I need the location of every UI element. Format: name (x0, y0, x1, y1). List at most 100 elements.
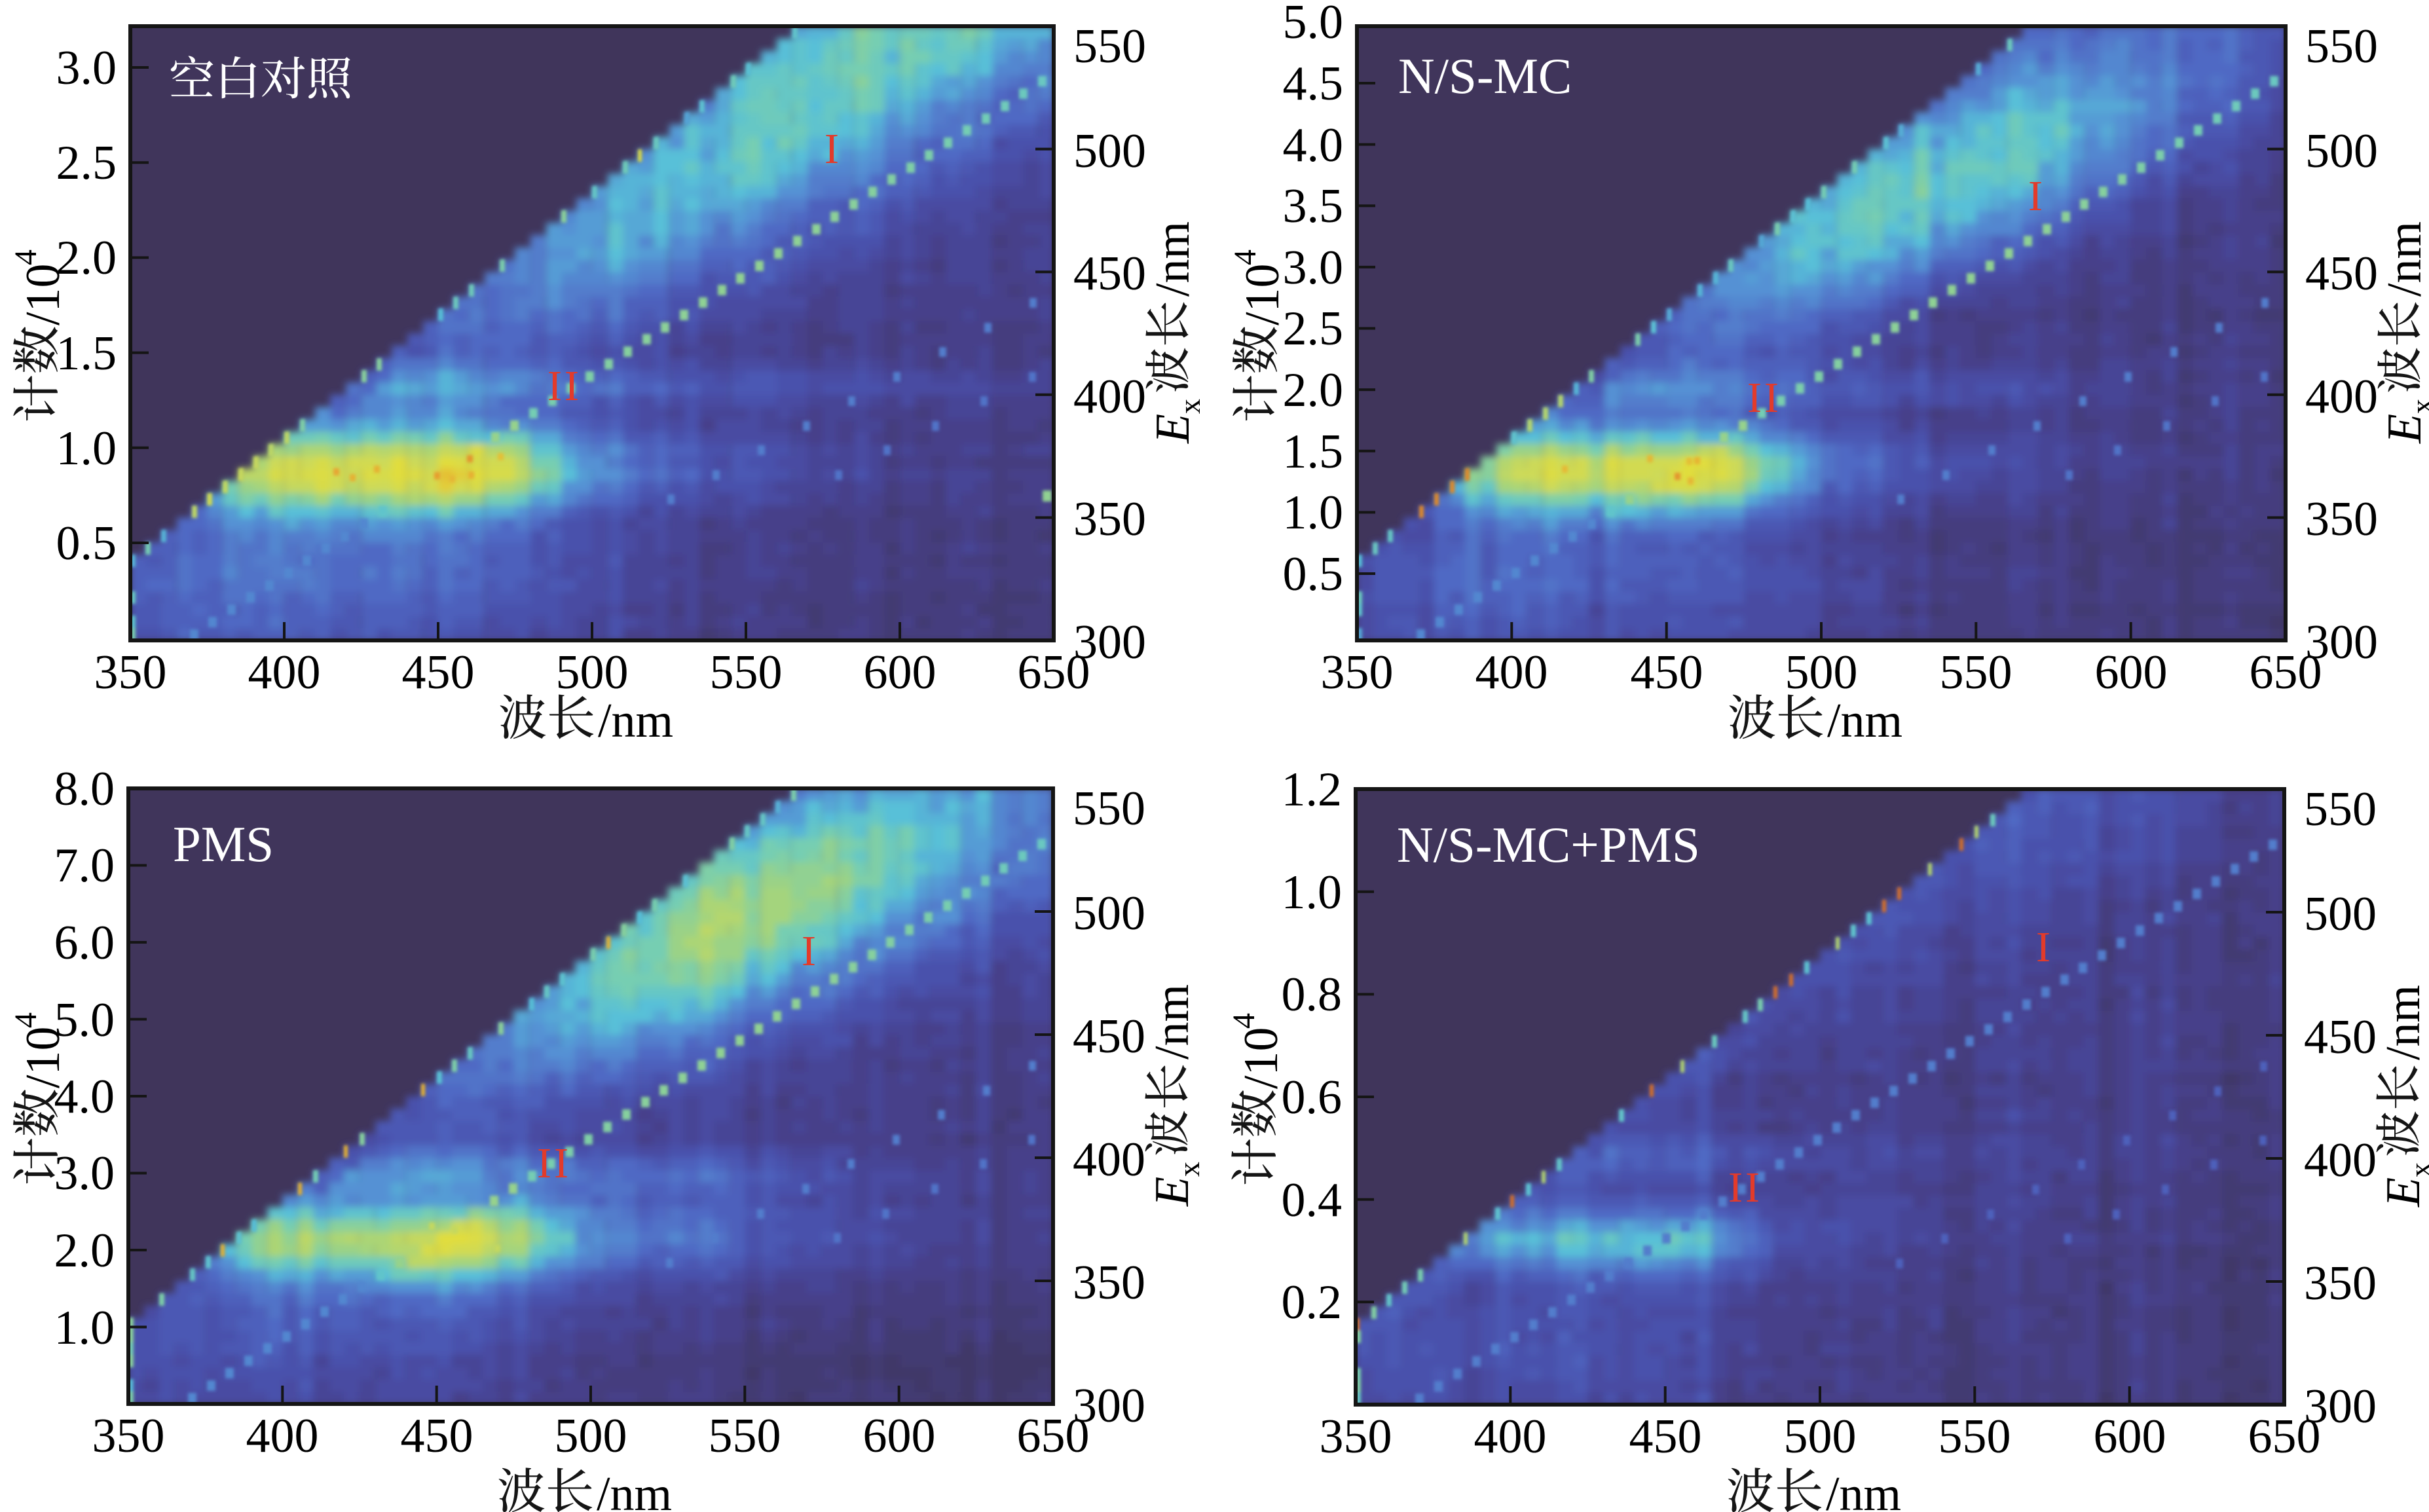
svg-text:I: I (802, 927, 816, 975)
svg-text:350: 350 (2304, 1257, 2377, 1310)
svg-text:II: II (1747, 374, 1781, 422)
svg-text:600: 600 (2095, 646, 2168, 699)
svg-text:3.5: 3.5 (1283, 179, 1344, 233)
svg-text:II: II (547, 362, 582, 410)
svg-text:/nm: /nm (2377, 985, 2429, 1060)
svg-text:0.8: 0.8 (1282, 968, 1343, 1022)
svg-text:/nm: /nm (597, 1467, 672, 1512)
svg-text:400: 400 (248, 646, 321, 699)
svg-text:x: x (1173, 399, 1206, 414)
svg-text:/10: /10 (1234, 1027, 1288, 1089)
svg-text:600: 600 (863, 1409, 936, 1463)
svg-text:400: 400 (2304, 1134, 2377, 1187)
svg-text:300: 300 (1073, 616, 1146, 669)
svg-text:4: 4 (9, 1012, 43, 1028)
svg-text:4: 4 (9, 249, 43, 265)
svg-text:2.0: 2.0 (1283, 363, 1344, 417)
svg-text:550: 550 (1938, 1410, 2011, 1464)
svg-text:500: 500 (2304, 887, 2377, 941)
svg-text:1.0: 1.0 (1282, 866, 1343, 919)
svg-text:/nm: /nm (1827, 694, 1902, 748)
svg-text:I: I (2036, 923, 2050, 971)
svg-text:350: 350 (1321, 646, 1394, 699)
svg-text:600: 600 (2094, 1410, 2166, 1464)
svg-text:1.0: 1.0 (54, 1301, 115, 1355)
svg-text:400: 400 (1474, 1410, 1547, 1464)
svg-text:300: 300 (2304, 1380, 2377, 1433)
svg-text:650: 650 (2250, 646, 2322, 699)
svg-text:0.2: 0.2 (1282, 1276, 1343, 1329)
svg-text:350: 350 (1073, 492, 1146, 546)
svg-text:350: 350 (2305, 492, 2378, 546)
svg-text:/nm: /nm (598, 694, 673, 748)
svg-text:650: 650 (1018, 646, 1090, 699)
svg-text:450: 450 (1073, 247, 1146, 301)
svg-text:2.0: 2.0 (54, 1224, 115, 1278)
svg-text:650: 650 (1017, 1409, 1090, 1463)
svg-text:350: 350 (1320, 1410, 1392, 1464)
svg-text:5.0: 5.0 (54, 993, 115, 1047)
svg-text:x: x (2405, 399, 2429, 414)
svg-text:500: 500 (1073, 887, 1145, 940)
svg-text:550: 550 (710, 646, 783, 699)
svg-text:2.0: 2.0 (56, 231, 117, 285)
svg-text:400: 400 (1073, 1133, 1145, 1187)
svg-text:400: 400 (2305, 370, 2378, 424)
svg-text:8.0: 8.0 (54, 762, 115, 816)
svg-text:550: 550 (2304, 783, 2377, 836)
svg-text:500: 500 (1785, 646, 1858, 699)
svg-text:4.0: 4.0 (54, 1070, 115, 1124)
svg-text:550: 550 (1940, 646, 2012, 699)
svg-text:0.5: 0.5 (1283, 547, 1344, 601)
svg-text:650: 650 (2248, 1410, 2321, 1464)
svg-text:E: E (1145, 1177, 1199, 1207)
svg-text:1.2: 1.2 (1282, 763, 1343, 817)
svg-text:1.5: 1.5 (1283, 425, 1344, 479)
svg-text:350: 350 (92, 1409, 165, 1463)
svg-text:2.5: 2.5 (56, 136, 117, 190)
svg-text:II: II (537, 1139, 571, 1187)
svg-text:500: 500 (555, 1409, 627, 1463)
svg-text:2.5: 2.5 (1283, 302, 1344, 356)
svg-text:500: 500 (1073, 124, 1146, 178)
svg-text:300: 300 (2305, 616, 2378, 669)
svg-text:/10: /10 (16, 1026, 70, 1088)
svg-text:550: 550 (2305, 20, 2378, 73)
svg-text:600: 600 (864, 646, 936, 699)
svg-text:I: I (2028, 172, 2043, 220)
svg-text:500: 500 (1784, 1410, 1857, 1464)
svg-text:350: 350 (94, 646, 167, 699)
svg-text:450: 450 (1631, 646, 1703, 699)
svg-text:550: 550 (709, 1409, 781, 1463)
svg-text:300: 300 (1073, 1379, 1145, 1433)
svg-text:550: 550 (1073, 20, 1146, 73)
svg-text:7.0: 7.0 (54, 839, 115, 893)
svg-text:5.0: 5.0 (1283, 0, 1344, 49)
svg-text:400: 400 (1073, 370, 1146, 424)
svg-text:0.5: 0.5 (56, 517, 117, 570)
svg-text:550: 550 (1073, 782, 1145, 836)
svg-text:4.5: 4.5 (1283, 57, 1344, 111)
svg-text:I: I (825, 125, 839, 173)
svg-text:1.0: 1.0 (1283, 486, 1344, 540)
svg-text:450: 450 (2304, 1010, 2377, 1064)
svg-text:3.0: 3.0 (56, 41, 117, 95)
svg-text:x: x (1172, 1162, 1206, 1177)
svg-text:/nm: /nm (1146, 221, 1200, 297)
svg-text:x: x (2403, 1162, 2429, 1177)
svg-text:3.0: 3.0 (54, 1147, 115, 1200)
svg-text:400: 400 (1475, 646, 1548, 699)
svg-text:E: E (1146, 414, 1200, 444)
svg-text:4.0: 4.0 (1283, 119, 1344, 172)
svg-text:PMS: PMS (173, 816, 274, 872)
svg-text:4: 4 (1227, 1013, 1261, 1029)
svg-text:0.4: 0.4 (1282, 1173, 1343, 1227)
svg-text:450: 450 (1073, 1010, 1145, 1063)
svg-text:350: 350 (1073, 1256, 1145, 1310)
svg-text:/nm: /nm (1826, 1467, 1901, 1512)
svg-text:N/S-MC: N/S-MC (1398, 48, 1572, 104)
svg-text:1.5: 1.5 (56, 327, 117, 380)
svg-text:/nm: /nm (1145, 984, 1199, 1060)
svg-text:400: 400 (246, 1409, 319, 1463)
svg-text:/nm: /nm (2378, 221, 2429, 297)
